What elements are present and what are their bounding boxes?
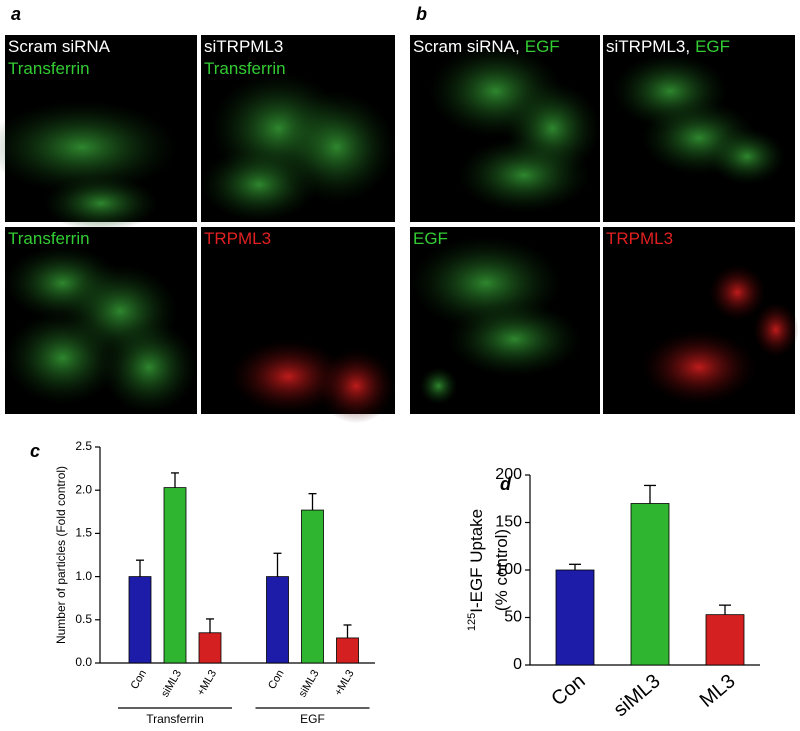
y-tick-label: 50 (504, 609, 522, 626)
caption-run: Transferrin (204, 59, 286, 78)
caption-run: siTRPML3 (204, 37, 283, 56)
panel-label: c (30, 441, 40, 461)
y-axis-label-sup: 125 (466, 613, 478, 631)
cell-signal (0, 100, 178, 194)
y-tick-label: 2.5 (75, 439, 92, 453)
caption-run: siTRPML3, (606, 37, 690, 56)
panel-label: b (416, 4, 427, 24)
image-caption: TRPML3 (204, 229, 271, 248)
y-tick-label: 1.5 (75, 526, 92, 540)
caption-run: Scram siRNA, (413, 37, 520, 56)
cell-signal (43, 175, 159, 232)
cell-signal (457, 137, 591, 213)
cell-signal (5, 311, 121, 405)
caption-run: Scram siRNA (8, 37, 111, 56)
bar (301, 509, 324, 664)
panel-label: a (11, 4, 21, 24)
x-tick-label: siML3 (297, 668, 322, 699)
cell-signal (419, 367, 458, 405)
image-caption: TRPML3 (606, 229, 673, 248)
caption-run: TRPML3 (606, 229, 673, 248)
caption-run: Transferrin (8, 59, 90, 78)
bar (163, 487, 187, 664)
image-caption: Transferrin (8, 59, 90, 78)
image-caption: Scram siRNA, EGF (413, 37, 560, 56)
caption-run: EGF (413, 229, 448, 248)
image-caption: Transferrin (8, 229, 90, 248)
caption-run: TRPML3 (204, 229, 271, 248)
y-axis-label: Number of particles (Fold control) (54, 466, 68, 644)
cell-signal (641, 329, 757, 405)
y-tick-label: 200 (495, 466, 522, 483)
y-tick-label: 150 (495, 514, 522, 531)
caption-run: EGF (525, 37, 560, 56)
cell-signal (448, 301, 581, 377)
bar (266, 576, 289, 664)
x-tick-label: Con (129, 668, 149, 691)
group-label: EGF (300, 712, 325, 726)
y-tick-label: 0 (513, 656, 522, 673)
image-caption: EGF (413, 229, 448, 248)
y-tick-label: 100 (495, 561, 522, 578)
y-axis-label-text: I-EGF Uptake (467, 509, 486, 613)
bar (336, 637, 359, 664)
y-axis-label: (% control) (492, 529, 511, 611)
x-tick-label: +ML3 (195, 668, 219, 698)
x-tick-label: ML3 (696, 670, 740, 712)
cell-signal (708, 264, 767, 321)
x-tick-label: +ML3 (332, 668, 356, 698)
y-tick-label: 1.0 (75, 569, 92, 583)
bar (705, 614, 745, 666)
image-caption: siTRPML3, EGF (606, 37, 730, 56)
y-tick-label: 0.5 (75, 612, 92, 626)
group-label: Transferrin (146, 712, 204, 726)
caption-run: EGF (695, 37, 730, 56)
cell-signal (752, 301, 799, 358)
x-tick-label: Con (547, 670, 589, 710)
bar (630, 503, 670, 666)
bar (198, 632, 222, 664)
x-tick-label: siML3 (159, 668, 184, 699)
y-axis-label-text: (% control) (492, 529, 511, 611)
image-caption: siTRPML3 (204, 37, 283, 56)
y-tick-label: 0.0 (75, 655, 92, 669)
image-caption: Transferrin (204, 59, 286, 78)
cell-signal (317, 348, 396, 424)
panel-label: d (500, 474, 512, 494)
cell-signal (201, 147, 318, 223)
cell-signal (230, 339, 347, 414)
bar (128, 576, 152, 664)
image-caption: Scram siRNA (8, 37, 111, 56)
y-axis-label: 125I-EGF Uptake (466, 509, 487, 631)
y-tick-label: 2.0 (75, 482, 92, 496)
x-tick-label: Con (266, 668, 286, 691)
cell-signal (101, 320, 197, 414)
x-tick-label: siML3 (610, 670, 665, 721)
cell-signal (708, 128, 786, 185)
bar (555, 569, 595, 666)
y-axis-label-text: Number of particles (Fold control) (54, 466, 68, 644)
caption-run: Transferrin (8, 229, 90, 248)
